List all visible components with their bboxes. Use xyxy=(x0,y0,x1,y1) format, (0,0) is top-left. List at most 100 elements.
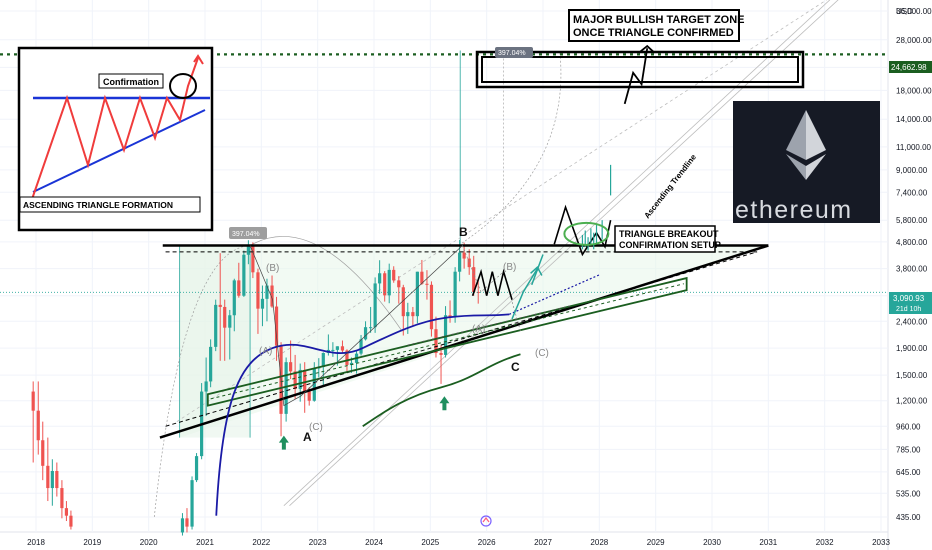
up-arrow-marker xyxy=(439,396,450,411)
y-tick-label: 18,000.00 xyxy=(896,86,932,95)
candle-body xyxy=(237,280,241,296)
pct-badge-top xyxy=(495,47,533,58)
candle-body xyxy=(429,284,434,330)
logo-diamond-bottom-left xyxy=(786,154,806,180)
target-path xyxy=(623,48,649,105)
trendline-label: Ascending Trendline xyxy=(642,152,698,220)
y-tick-label: 1,500.00 xyxy=(896,371,928,380)
wave-label-A: A xyxy=(303,430,312,444)
background-shapes xyxy=(153,0,839,518)
candle-body xyxy=(340,346,345,351)
candle-body xyxy=(232,280,236,316)
candle-body xyxy=(298,369,302,389)
inset-price-zigzag xyxy=(29,57,199,206)
breakout-circle xyxy=(563,221,610,246)
candle-body xyxy=(284,362,288,414)
y-tick-label: 1,200.00 xyxy=(896,397,928,406)
x-tick-label: 2022 xyxy=(252,538,270,547)
overlay-drawings xyxy=(0,44,888,516)
wave-label-paren-B2: (B) xyxy=(503,262,516,273)
price-axis[interactable]: 36,000.0028,000.0022,000.0018,000.0014,0… xyxy=(896,7,932,522)
x-tick-label: 2020 xyxy=(140,538,158,547)
ethereum-logo: ethereum xyxy=(733,101,880,224)
logo-diamond-right xyxy=(806,110,826,160)
candle-body xyxy=(401,287,405,317)
pct-label-main: 397.04% xyxy=(232,231,260,238)
wave-label-paren-A1: (A) xyxy=(259,346,272,357)
candle-body xyxy=(69,515,73,527)
inset-confirmation-circle xyxy=(169,73,197,99)
breakout-label-line1: TRIANGLE BREAKOUT xyxy=(619,229,719,239)
candle-body xyxy=(453,271,457,318)
x-tick-label: 2024 xyxy=(365,538,383,547)
candle-body xyxy=(190,480,194,527)
candle-body xyxy=(293,371,297,389)
x-tick-label: 2027 xyxy=(534,538,552,547)
candle-body xyxy=(392,269,396,281)
candle-body xyxy=(415,271,419,317)
breakout-label-line2: CONFIRMATION SETUP xyxy=(619,240,721,250)
inset-confirmation-label: Confirmation xyxy=(103,77,159,87)
y-tick-label: 2,400.00 xyxy=(896,317,928,326)
candle-body xyxy=(270,285,274,307)
x-tick-label: 2031 xyxy=(759,538,777,547)
projected-up-arrow-2 xyxy=(531,254,544,286)
y-tick-label: 28,000.00 xyxy=(896,36,932,45)
y-tick-label: 1,900.00 xyxy=(896,344,928,353)
pct-label-top: 397.04% xyxy=(498,50,526,57)
projected-up-arrow xyxy=(511,268,539,320)
candle-body xyxy=(180,518,185,533)
candle-body xyxy=(246,246,250,255)
support-dashed-line xyxy=(165,251,758,427)
up-arrow-marker xyxy=(278,435,289,450)
logo-diamond-left xyxy=(786,110,806,160)
candle-body xyxy=(363,327,368,340)
replay-icon[interactable] xyxy=(480,515,492,527)
candle-body xyxy=(251,246,255,273)
target-price-badge xyxy=(889,61,932,73)
wave-label-paren-C1: (C) xyxy=(309,422,323,433)
candle-body xyxy=(64,508,69,516)
inset-title-box xyxy=(19,196,201,213)
candle-body xyxy=(209,346,213,382)
candle-body xyxy=(420,271,424,284)
candle-body xyxy=(406,312,410,317)
candle-body xyxy=(411,312,415,317)
currency-label: USD xyxy=(896,7,913,16)
x-tick-label: 2019 xyxy=(83,538,101,547)
time-axis[interactable]: 2018 2019 2020 2021 2022 2023 2024 2025 2026 2027… xyxy=(27,538,890,547)
candle-body xyxy=(373,283,377,328)
candle-body xyxy=(265,285,269,299)
candle-body xyxy=(378,273,382,284)
candle-body xyxy=(349,362,354,365)
y-tick-label: 960.00 xyxy=(896,422,921,431)
countdown-label: 21d 10h xyxy=(896,306,921,313)
candle-body xyxy=(185,518,189,527)
y-tick-label: 785.00 xyxy=(896,445,921,454)
y-tick-label: 5,800.00 xyxy=(896,216,928,225)
y-tick-label: 435.00 xyxy=(896,513,921,522)
wave-label-paren-C2: (C) xyxy=(535,348,549,359)
candle-body xyxy=(218,304,222,307)
y-tick-label: 3,800.00 xyxy=(896,265,928,274)
candle-body xyxy=(369,327,373,329)
candle-body xyxy=(312,368,316,401)
candle-body xyxy=(434,329,438,354)
y-tick-label: 14,000.00 xyxy=(896,115,932,124)
target-zone-title-box xyxy=(568,9,740,42)
y-tick-label: 4,800.00 xyxy=(896,238,928,247)
inset-arrowhead xyxy=(193,54,204,65)
candle-body xyxy=(462,252,466,259)
y-tick-label: 36,000.00 xyxy=(896,7,932,16)
blue-moving-average xyxy=(215,313,510,516)
x-tick-label: 2029 xyxy=(647,538,665,547)
wave-label-paren-A2: (A) xyxy=(472,324,485,335)
x-tick-label: 2018 xyxy=(27,538,45,547)
target-price-label: 24,662.98 xyxy=(891,63,927,72)
pct-badge-main xyxy=(229,227,267,239)
candle-body xyxy=(242,254,246,296)
target-zone-title-line2: ONCE TRIANGLE CONFIRMED xyxy=(573,27,734,39)
candle-body xyxy=(345,350,349,365)
arc-left xyxy=(153,245,251,518)
